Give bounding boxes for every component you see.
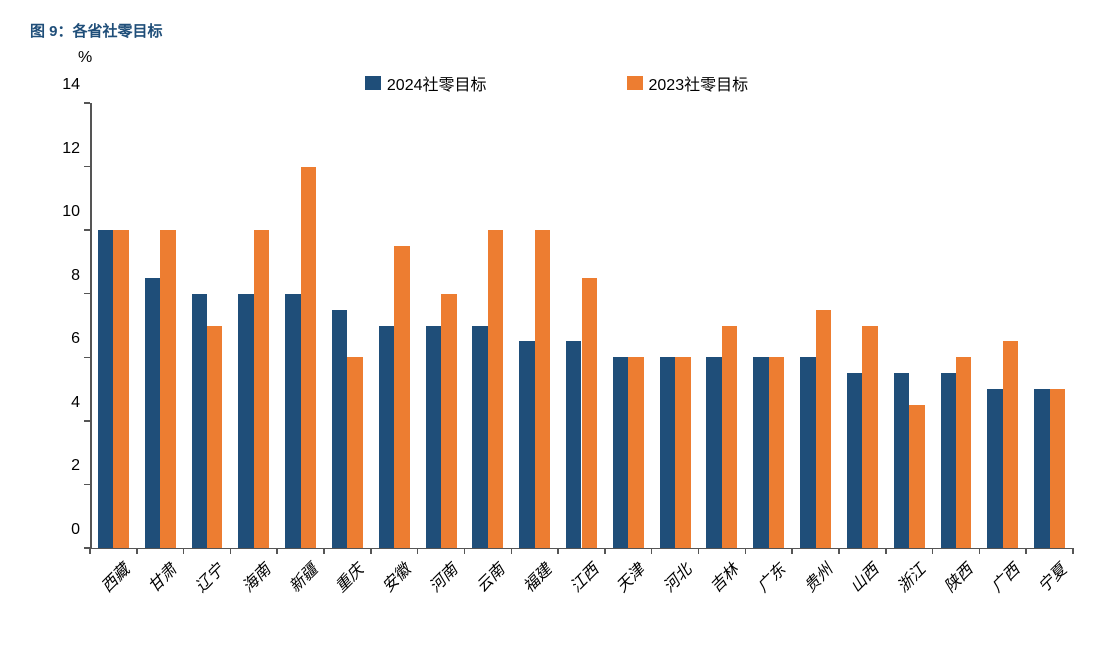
y-tick-mark — [84, 357, 90, 359]
bar — [1003, 341, 1018, 548]
x-tick-label: 安徽 — [376, 557, 416, 597]
x-tick-label: 江西 — [563, 557, 603, 597]
chart-title: 图 9：各省社零目标 — [30, 20, 1083, 41]
bar — [192, 294, 207, 548]
y-axis-unit: % — [78, 49, 1083, 67]
x-tick-label: 广东 — [750, 557, 790, 597]
bar — [535, 230, 550, 548]
bar — [426, 326, 441, 549]
x-axis-labels: 西藏甘肃辽宁海南新疆重庆安徽河南云南福建江西天津河北吉林广东贵州山西浙江陕西广西… — [90, 549, 1073, 629]
legend: 2024社零目标 2023社零目标 — [30, 71, 1083, 95]
y-tick-mark — [84, 484, 90, 486]
bar — [909, 405, 924, 548]
x-tick-label: 海南 — [235, 557, 275, 597]
x-tick-label: 吉林 — [703, 557, 743, 597]
bar — [566, 341, 581, 548]
x-tick-label: 新疆 — [282, 557, 322, 597]
y-tick-label: 6 — [71, 330, 90, 348]
bar — [207, 326, 222, 549]
bar — [285, 294, 300, 548]
y-tick-mark — [84, 102, 90, 104]
bar — [332, 310, 347, 548]
bar — [753, 357, 768, 548]
bar — [706, 357, 721, 548]
bar — [847, 373, 862, 548]
y-tick-label: 0 — [71, 521, 90, 539]
legend-swatch-2023 — [627, 76, 643, 90]
y-tick-mark — [84, 420, 90, 422]
y-tick-mark — [84, 229, 90, 231]
bar — [347, 357, 362, 548]
bar — [145, 278, 160, 548]
x-tick-label: 云南 — [469, 557, 509, 597]
y-tick-mark — [84, 166, 90, 168]
bar — [519, 341, 534, 548]
y-tick-label: 12 — [62, 140, 90, 158]
bar — [987, 389, 1002, 548]
bar — [254, 230, 269, 548]
bar — [301, 167, 316, 548]
x-tick-label: 贵州 — [797, 557, 837, 597]
legend-swatch-2024 — [365, 76, 381, 90]
x-tick-label: 天津 — [610, 557, 650, 597]
bar — [628, 357, 643, 548]
bar — [98, 230, 113, 548]
bar — [660, 357, 675, 548]
bar — [941, 373, 956, 548]
y-tick-label: 8 — [71, 267, 90, 285]
legend-item-2024: 2024社零目标 — [365, 71, 487, 95]
x-tick-label: 陕西 — [937, 557, 977, 597]
bar — [379, 326, 394, 549]
x-tick-label: 河南 — [422, 557, 462, 597]
x-tick-label: 山西 — [844, 557, 884, 597]
x-tick-label: 福建 — [516, 557, 556, 597]
bar — [769, 357, 784, 548]
y-tick-label: 4 — [71, 394, 90, 412]
bars-area — [90, 103, 1073, 548]
bar — [394, 246, 409, 548]
bar — [472, 326, 487, 549]
bar — [113, 230, 128, 548]
x-tick-label: 重庆 — [329, 557, 369, 597]
x-tick-label: 甘肃 — [142, 557, 182, 597]
bar — [1050, 389, 1065, 548]
bar — [160, 230, 175, 548]
x-tick-label: 辽宁 — [188, 557, 228, 597]
x-tick-label: 河北 — [656, 557, 696, 597]
x-tick-label: 西藏 — [95, 557, 135, 597]
x-tick-label: 广西 — [984, 557, 1024, 597]
legend-item-2023: 2023社零目标 — [627, 71, 749, 95]
bar — [238, 294, 253, 548]
bar — [1034, 389, 1049, 548]
x-tick-label: 浙江 — [891, 557, 931, 597]
y-tick-label: 14 — [62, 76, 90, 94]
y-tick-label: 10 — [62, 203, 90, 221]
bar — [488, 230, 503, 548]
bar — [441, 294, 456, 548]
bar — [894, 373, 909, 548]
y-tick-label: 2 — [71, 457, 90, 475]
x-tick-label: 宁夏 — [1031, 557, 1071, 597]
legend-label-2023: 2023社零目标 — [649, 71, 749, 95]
plot-area: 02468101214 — [90, 103, 1073, 549]
bar — [862, 326, 877, 549]
bar — [675, 357, 690, 548]
bar — [722, 326, 737, 549]
bar — [582, 278, 597, 548]
bar — [956, 357, 971, 548]
legend-label-2024: 2024社零目标 — [387, 71, 487, 95]
bar — [800, 357, 815, 548]
chart-container: 图 9：各省社零目标 % 2024社零目标 2023社零目标 024681012… — [30, 20, 1083, 629]
y-tick-mark — [84, 293, 90, 295]
bar — [816, 310, 831, 548]
bar — [613, 357, 628, 548]
